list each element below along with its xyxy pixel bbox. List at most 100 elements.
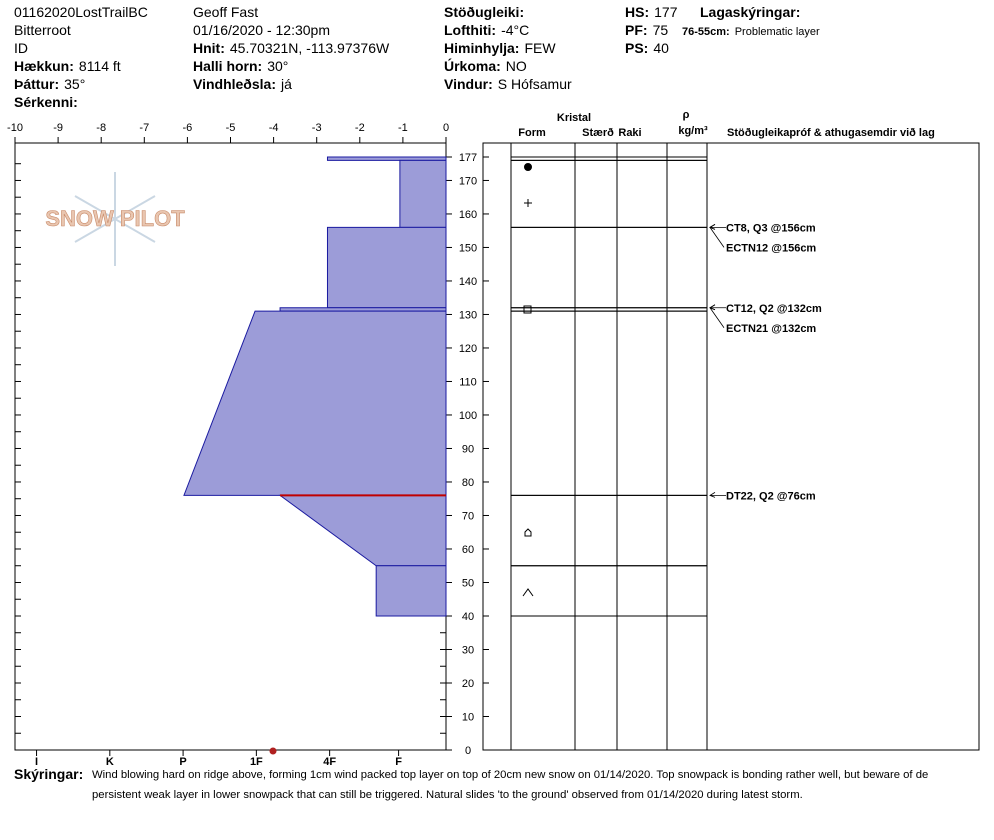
header-field: Hækkun: 8114 ft [14, 58, 121, 74]
header-field: Hnit: 45.70321N, -113.97376W [193, 40, 390, 56]
field-value: 35° [64, 76, 85, 92]
header-text: Geoff Fast [193, 4, 258, 20]
column-lines [510, 143, 708, 750]
field-label: Lagaskýringar: [700, 4, 800, 20]
flake [74, 172, 156, 266]
hardness-tick-label: 0 [443, 122, 449, 134]
field-label: Þáttur: [14, 76, 59, 92]
hardness-class-label: I [35, 756, 38, 768]
header-field: Þáttur: 35° [14, 76, 85, 92]
grain-symbol [524, 528, 532, 537]
hardness-class-label: P [179, 756, 186, 768]
hardness-tick-label: -6 [183, 122, 193, 134]
notes-line: Wind blowing hard on ridge above, formin… [92, 769, 928, 781]
depth-tick-label: 170 [459, 175, 477, 187]
hardness-layer [326, 156, 447, 161]
depth-tick-label: 60 [462, 544, 474, 556]
grain-symbol [524, 199, 532, 207]
depth-tick-label: 10 [462, 711, 474, 723]
depth-tick-label: 120 [459, 343, 477, 355]
grain-symbol [522, 588, 534, 597]
ram-marker [269, 747, 277, 755]
field-label: Lofthiti: [444, 22, 496, 38]
column-header: Kristal [557, 112, 591, 124]
hardness-layer [399, 159, 447, 228]
field-label: PF: [625, 22, 648, 38]
hardness-tick-label: -9 [53, 122, 63, 134]
header-field: Himinhylja: FEW [444, 40, 556, 56]
field-value: NO [506, 58, 527, 74]
test-label: DT22, Q2 @76cm [726, 490, 816, 502]
column-header: Raki [618, 127, 641, 139]
test-label: CT8, Q3 @156cm [726, 222, 816, 234]
header-text: 01162020LostTrailBC [14, 4, 148, 20]
hardness-tick-label: -8 [96, 122, 106, 134]
hardness-layer [375, 565, 447, 617]
logo-flake [74, 172, 156, 266]
test-arrow [709, 492, 726, 498]
field-label: Úrkoma: [444, 57, 501, 74]
header-field: Úrkoma: NO [444, 57, 527, 74]
depth-tick-label: 150 [459, 242, 477, 254]
field-value: S Hófsamur [498, 76, 572, 92]
test-label: ECTN12 @156cm [726, 242, 816, 254]
field-value: 30° [267, 58, 288, 74]
hardness-layer [326, 226, 447, 309]
depth-tick-label: 20 [462, 678, 474, 690]
field-value: 177 [654, 4, 678, 20]
notes-line: persistent weak layer in lower snowpack … [92, 789, 803, 801]
header-text: 01/16/2020 - 12:30pm [193, 22, 330, 38]
field-value: 45.70321N, -113.97376W [230, 40, 390, 56]
header-field: Lagaskýringar: [700, 4, 800, 20]
field-value: 40 [653, 40, 669, 56]
test-label: ECTN21 @132cm [726, 323, 816, 335]
hardness-tick-label: -1 [398, 122, 408, 134]
header-field: Vindur: S Hófsamur [444, 76, 572, 92]
hardness-class-label: K [106, 756, 114, 768]
hardness-layer [279, 307, 447, 312]
column-header: Stærð [582, 127, 614, 139]
hardness-class-label: 1F [250, 756, 263, 768]
field-label: Vindur: [444, 76, 493, 92]
hardness-tick-label: -7 [139, 122, 149, 134]
logo: SNOW PILOT [45, 206, 185, 231]
field-value: 75 [653, 22, 669, 38]
grain-symbol [524, 163, 532, 171]
column-header: Stöðugleikapróf & athugasemdir við lag [727, 127, 935, 139]
test-arrow [709, 224, 725, 248]
column-header: kg/m³ [678, 125, 708, 137]
grain-symbol [523, 305, 532, 314]
field-value: já [280, 76, 292, 92]
depth-tick-label: 160 [459, 209, 477, 221]
notes-label: Skýringar: [14, 766, 83, 782]
depth-tick-label: 130 [459, 309, 477, 321]
depth-tick-label: 100 [459, 410, 477, 422]
field-value: FEW [524, 40, 556, 56]
field-value: -4°C [501, 22, 529, 38]
depth-tick-label: 90 [462, 443, 474, 455]
hardness-tick-label: -5 [226, 122, 236, 134]
hardness-tick-label: -3 [312, 122, 322, 134]
depth-tick-label: 140 [459, 276, 477, 288]
crystal-frame [482, 142, 980, 751]
field-label: HS: [625, 4, 649, 20]
depth-tick-label: 50 [462, 577, 474, 589]
grain-symbols [522, 163, 534, 597]
field-value: Problematic layer [735, 26, 820, 38]
column-header: ρ [683, 109, 690, 121]
header-field: Halli horn: 30° [193, 58, 288, 74]
header-field: Lofthiti: -4°C [444, 22, 529, 38]
field-value: 8114 ft [79, 58, 121, 74]
test-arrow [709, 304, 725, 328]
field-label: Himinhylja: [444, 40, 519, 56]
column-header: Form [518, 127, 546, 139]
hardness-tick-label: -4 [269, 122, 279, 134]
depth-tick-label: 30 [462, 644, 474, 656]
hardness-class-label: F [395, 756, 402, 768]
depth-tick-label: 40 [462, 611, 474, 623]
header-field: PF: 75 [625, 22, 668, 38]
depth-tick-label: 0 [465, 745, 471, 757]
depth-tick-label: 80 [462, 477, 474, 489]
